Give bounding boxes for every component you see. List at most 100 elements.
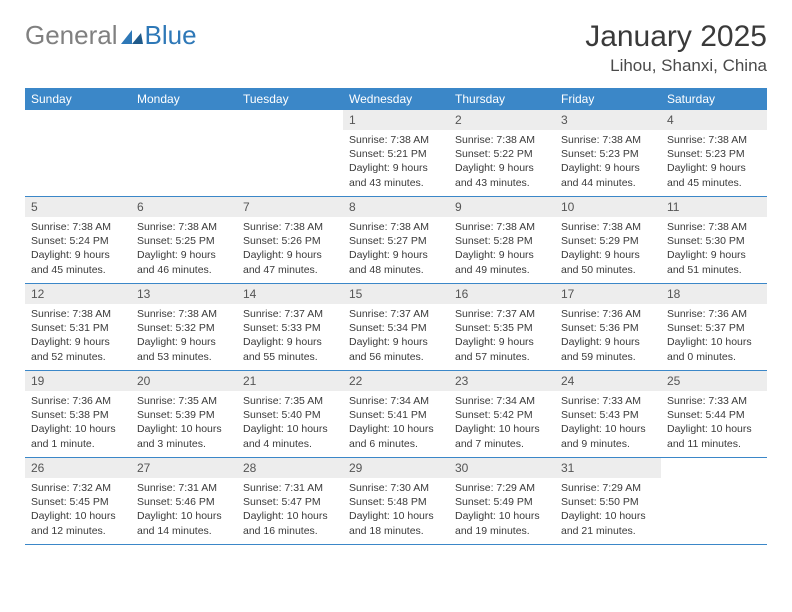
day-number: 9 xyxy=(449,197,555,217)
day-cell: 26Sunrise: 7:32 AMSunset: 5:45 PMDayligh… xyxy=(25,458,131,544)
day-header-row: SundayMondayTuesdayWednesdayThursdayFrid… xyxy=(25,88,767,110)
day-cell xyxy=(131,110,237,196)
day-number: 18 xyxy=(661,284,767,304)
month-title: January 2025 xyxy=(585,20,767,54)
day-number: 21 xyxy=(237,371,343,391)
day-cell xyxy=(661,458,767,544)
day-data: Sunrise: 7:38 AMSunset: 5:24 PMDaylight:… xyxy=(25,217,131,283)
day-cell: 14Sunrise: 7:37 AMSunset: 5:33 PMDayligh… xyxy=(237,284,343,370)
day-number: 22 xyxy=(343,371,449,391)
day-header-cell: Tuesday xyxy=(237,88,343,110)
logo-text-blue: Blue xyxy=(145,20,197,51)
day-cell: 9Sunrise: 7:38 AMSunset: 5:28 PMDaylight… xyxy=(449,197,555,283)
day-header-cell: Thursday xyxy=(449,88,555,110)
day-header-cell: Monday xyxy=(131,88,237,110)
week-row: 19Sunrise: 7:36 AMSunset: 5:38 PMDayligh… xyxy=(25,371,767,458)
day-cell: 29Sunrise: 7:30 AMSunset: 5:48 PMDayligh… xyxy=(343,458,449,544)
day-number: 13 xyxy=(131,284,237,304)
day-data: Sunrise: 7:30 AMSunset: 5:48 PMDaylight:… xyxy=(343,478,449,544)
day-header-cell: Friday xyxy=(555,88,661,110)
day-number: 23 xyxy=(449,371,555,391)
day-number: 29 xyxy=(343,458,449,478)
day-data: Sunrise: 7:35 AMSunset: 5:40 PMDaylight:… xyxy=(237,391,343,457)
logo-icon xyxy=(121,20,143,51)
day-data: Sunrise: 7:38 AMSunset: 5:27 PMDaylight:… xyxy=(343,217,449,283)
day-cell: 21Sunrise: 7:35 AMSunset: 5:40 PMDayligh… xyxy=(237,371,343,457)
day-data: Sunrise: 7:38 AMSunset: 5:31 PMDaylight:… xyxy=(25,304,131,370)
day-header-cell: Saturday xyxy=(661,88,767,110)
day-cell: 22Sunrise: 7:34 AMSunset: 5:41 PMDayligh… xyxy=(343,371,449,457)
day-number: 2 xyxy=(449,110,555,130)
day-cell: 17Sunrise: 7:36 AMSunset: 5:36 PMDayligh… xyxy=(555,284,661,370)
day-data: Sunrise: 7:38 AMSunset: 5:28 PMDaylight:… xyxy=(449,217,555,283)
calendar: SundayMondayTuesdayWednesdayThursdayFrid… xyxy=(25,88,767,545)
day-cell: 4Sunrise: 7:38 AMSunset: 5:23 PMDaylight… xyxy=(661,110,767,196)
day-data: Sunrise: 7:32 AMSunset: 5:45 PMDaylight:… xyxy=(25,478,131,544)
day-header-cell: Wednesday xyxy=(343,88,449,110)
day-number: 20 xyxy=(131,371,237,391)
day-number: 1 xyxy=(343,110,449,130)
week-row: 12Sunrise: 7:38 AMSunset: 5:31 PMDayligh… xyxy=(25,284,767,371)
day-cell: 7Sunrise: 7:38 AMSunset: 5:26 PMDaylight… xyxy=(237,197,343,283)
day-number: 27 xyxy=(131,458,237,478)
day-number: 6 xyxy=(131,197,237,217)
day-cell: 27Sunrise: 7:31 AMSunset: 5:46 PMDayligh… xyxy=(131,458,237,544)
day-cell: 8Sunrise: 7:38 AMSunset: 5:27 PMDaylight… xyxy=(343,197,449,283)
day-number: 8 xyxy=(343,197,449,217)
week-row: 26Sunrise: 7:32 AMSunset: 5:45 PMDayligh… xyxy=(25,458,767,545)
day-cell: 13Sunrise: 7:38 AMSunset: 5:32 PMDayligh… xyxy=(131,284,237,370)
day-number: 10 xyxy=(555,197,661,217)
day-data: Sunrise: 7:33 AMSunset: 5:43 PMDaylight:… xyxy=(555,391,661,457)
day-cell: 31Sunrise: 7:29 AMSunset: 5:50 PMDayligh… xyxy=(555,458,661,544)
page-header: General Blue January 2025 Lihou, Shanxi,… xyxy=(25,20,767,76)
day-cell: 25Sunrise: 7:33 AMSunset: 5:44 PMDayligh… xyxy=(661,371,767,457)
day-cell: 19Sunrise: 7:36 AMSunset: 5:38 PMDayligh… xyxy=(25,371,131,457)
day-data: Sunrise: 7:36 AMSunset: 5:37 PMDaylight:… xyxy=(661,304,767,370)
day-data: Sunrise: 7:35 AMSunset: 5:39 PMDaylight:… xyxy=(131,391,237,457)
day-number: 19 xyxy=(25,371,131,391)
day-number: 3 xyxy=(555,110,661,130)
day-data: Sunrise: 7:29 AMSunset: 5:49 PMDaylight:… xyxy=(449,478,555,544)
day-cell xyxy=(237,110,343,196)
day-data: Sunrise: 7:38 AMSunset: 5:25 PMDaylight:… xyxy=(131,217,237,283)
day-number: 26 xyxy=(25,458,131,478)
day-cell xyxy=(25,110,131,196)
day-data: Sunrise: 7:37 AMSunset: 5:33 PMDaylight:… xyxy=(237,304,343,370)
day-cell: 12Sunrise: 7:38 AMSunset: 5:31 PMDayligh… xyxy=(25,284,131,370)
title-block: January 2025 Lihou, Shanxi, China xyxy=(585,20,767,76)
day-data: Sunrise: 7:36 AMSunset: 5:36 PMDaylight:… xyxy=(555,304,661,370)
day-data: Sunrise: 7:38 AMSunset: 5:26 PMDaylight:… xyxy=(237,217,343,283)
day-data: Sunrise: 7:33 AMSunset: 5:44 PMDaylight:… xyxy=(661,391,767,457)
day-cell: 10Sunrise: 7:38 AMSunset: 5:29 PMDayligh… xyxy=(555,197,661,283)
day-number: 30 xyxy=(449,458,555,478)
day-header-cell: Sunday xyxy=(25,88,131,110)
day-cell: 24Sunrise: 7:33 AMSunset: 5:43 PMDayligh… xyxy=(555,371,661,457)
day-data: Sunrise: 7:34 AMSunset: 5:42 PMDaylight:… xyxy=(449,391,555,457)
day-data: Sunrise: 7:38 AMSunset: 5:32 PMDaylight:… xyxy=(131,304,237,370)
day-data: Sunrise: 7:29 AMSunset: 5:50 PMDaylight:… xyxy=(555,478,661,544)
day-number: 24 xyxy=(555,371,661,391)
day-cell: 28Sunrise: 7:31 AMSunset: 5:47 PMDayligh… xyxy=(237,458,343,544)
day-data: Sunrise: 7:31 AMSunset: 5:46 PMDaylight:… xyxy=(131,478,237,544)
day-cell: 20Sunrise: 7:35 AMSunset: 5:39 PMDayligh… xyxy=(131,371,237,457)
day-number: 31 xyxy=(555,458,661,478)
day-cell: 16Sunrise: 7:37 AMSunset: 5:35 PMDayligh… xyxy=(449,284,555,370)
logo: General Blue xyxy=(25,20,197,51)
day-number: 4 xyxy=(661,110,767,130)
day-number: 28 xyxy=(237,458,343,478)
day-number: 14 xyxy=(237,284,343,304)
day-data: Sunrise: 7:38 AMSunset: 5:29 PMDaylight:… xyxy=(555,217,661,283)
day-data: Sunrise: 7:34 AMSunset: 5:41 PMDaylight:… xyxy=(343,391,449,457)
day-cell: 23Sunrise: 7:34 AMSunset: 5:42 PMDayligh… xyxy=(449,371,555,457)
location: Lihou, Shanxi, China xyxy=(585,56,767,76)
day-data: Sunrise: 7:37 AMSunset: 5:34 PMDaylight:… xyxy=(343,304,449,370)
day-data: Sunrise: 7:38 AMSunset: 5:23 PMDaylight:… xyxy=(555,130,661,196)
day-data: Sunrise: 7:38 AMSunset: 5:22 PMDaylight:… xyxy=(449,130,555,196)
day-number: 25 xyxy=(661,371,767,391)
day-number: 11 xyxy=(661,197,767,217)
weeks-container: 1Sunrise: 7:38 AMSunset: 5:21 PMDaylight… xyxy=(25,110,767,545)
day-number: 17 xyxy=(555,284,661,304)
day-data: Sunrise: 7:38 AMSunset: 5:23 PMDaylight:… xyxy=(661,130,767,196)
day-number: 15 xyxy=(343,284,449,304)
week-row: 5Sunrise: 7:38 AMSunset: 5:24 PMDaylight… xyxy=(25,197,767,284)
